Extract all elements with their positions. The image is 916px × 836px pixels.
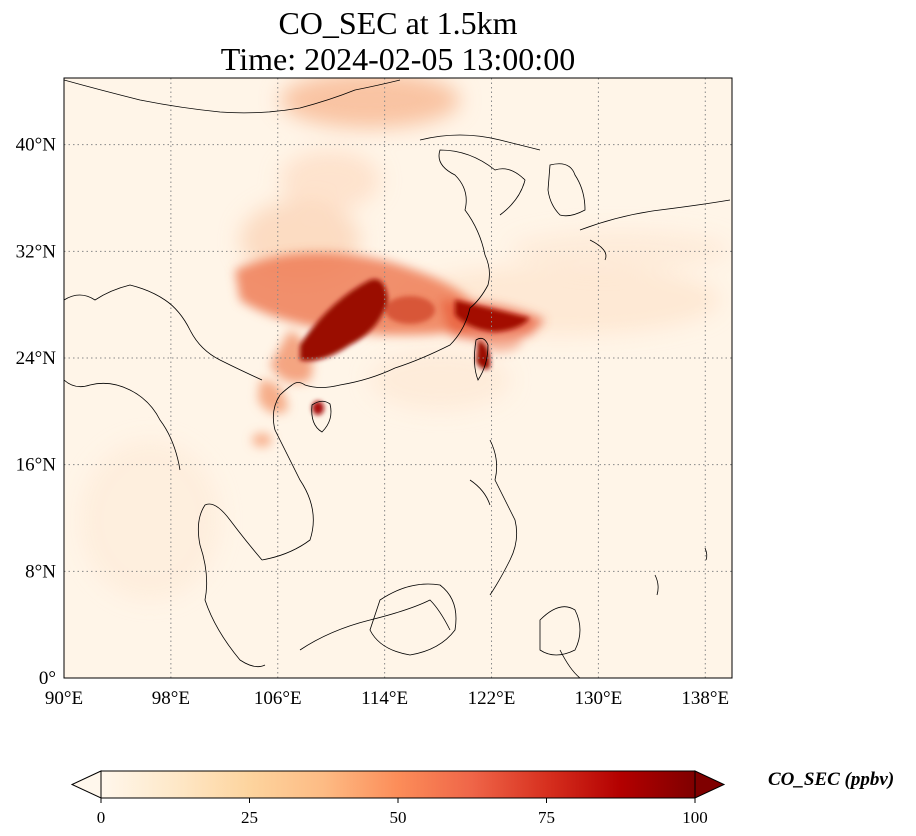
lat-tick-label: 16°N	[16, 455, 57, 476]
colorbar-extend-high	[694, 770, 726, 799]
colorbar-tick-label: 75	[538, 808, 555, 827]
latitude-tick-labels: 0° 8°N 16°N 24°N 32°N 40°N	[16, 135, 57, 689]
colorbar-ticks: 0 25 50 75 100	[97, 798, 708, 827]
lon-tick-label: 90°E	[45, 688, 83, 709]
map-panel	[64, 78, 732, 678]
colorbar-label: CO_SEC (ppbv)	[768, 769, 895, 790]
map-subtitle-time: Time: 2024-02-05 13:00:00	[220, 41, 576, 77]
lon-tick-label: 130°E	[575, 688, 623, 709]
gridlines	[64, 78, 732, 678]
lat-tick-label: 8°N	[25, 561, 56, 582]
colorbar: 0 25 50 75 100	[70, 770, 726, 827]
co-concentration-field	[80, 78, 730, 600]
lon-tick-label: 122°E	[468, 688, 516, 709]
colorbar-tick-label: 0	[97, 808, 106, 827]
colorbar-tick-label: 25	[241, 808, 258, 827]
colorbar-tick-label: 100	[682, 808, 708, 827]
lat-tick-label: 40°N	[16, 135, 57, 156]
longitude-tick-labels: 90°E 98°E 106°E 114°E 122°E 130°E 138°E	[45, 688, 729, 709]
lat-tick-label: 32°N	[16, 241, 57, 262]
coastlines	[64, 79, 731, 678]
lon-tick-label: 114°E	[361, 688, 408, 709]
map-frame	[63, 77, 733, 679]
lat-tick-label: 24°N	[16, 348, 57, 369]
lat-tick-label: 0°	[39, 668, 56, 689]
lon-tick-label: 138°E	[681, 688, 729, 709]
lon-tick-label: 106°E	[254, 688, 302, 709]
colorbar-gradient	[101, 771, 695, 798]
lon-tick-label: 98°E	[152, 688, 190, 709]
colorbar-tick-label: 50	[390, 808, 407, 827]
colorbar-extend-low	[70, 770, 102, 799]
map-title: CO_SEC at 1.5km	[278, 5, 518, 41]
